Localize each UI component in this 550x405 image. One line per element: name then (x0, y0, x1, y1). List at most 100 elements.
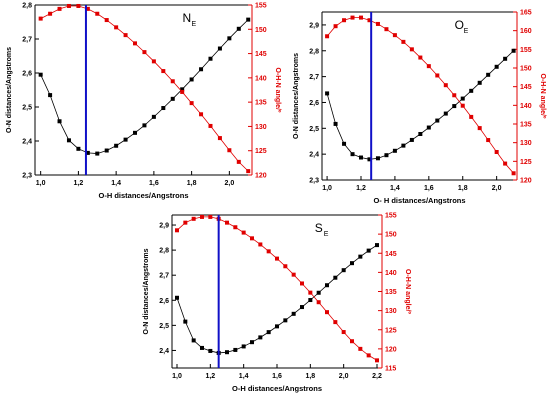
y-right-tick-label: 165 (520, 10, 532, 17)
y-right-tick-label: 155 (255, 3, 267, 10)
right-series-point (494, 150, 499, 154)
left-series-point (384, 153, 389, 158)
x-tick-label: 1,8 (187, 180, 197, 187)
x-tick-label: 1,0 (322, 185, 332, 192)
right-series-point (426, 64, 431, 69)
y-right-tick-label: 155 (520, 47, 532, 54)
chart-panel-1: 1,0 1,2 1,4 1,6 1,8 2,0 2,3 2,4 2,5 2,6 2,7 2,8 2,9 1… (293, 10, 546, 206)
left-series-point (477, 80, 482, 85)
left-series-point (104, 148, 109, 153)
x-tick-label: 1,4 (390, 185, 400, 192)
right-series-point (85, 6, 90, 11)
x-tick-label: 1,2 (356, 185, 366, 192)
y-right-axis-label: O-H-N angle/º (404, 269, 411, 314)
y-right-tick-label: 120 (255, 173, 267, 180)
panel-title-subscript: E (192, 21, 197, 28)
right-series-point (114, 25, 119, 30)
left-series-point (494, 64, 499, 69)
left-series-point (375, 156, 380, 161)
right-series-point (57, 6, 62, 11)
right-series-point (443, 83, 448, 88)
right-series-point (392, 33, 397, 38)
y-left-tick-label: 2,5 (159, 323, 169, 330)
y-left-tick-label: 2,8 (22, 3, 32, 10)
right-series-point (359, 15, 363, 20)
right-series-point (183, 220, 188, 225)
left-series-point (392, 148, 397, 153)
left-series-point (161, 106, 166, 111)
left-series-point (350, 152, 355, 157)
right-series-point (123, 33, 128, 38)
y-left-tick-label: 2,3 (309, 178, 319, 185)
left-series-point (325, 283, 329, 288)
right-series-point (199, 112, 204, 117)
right-series-point (358, 346, 363, 351)
left-series-point (85, 150, 90, 155)
right-series-point (283, 264, 288, 269)
left-series-point (200, 345, 204, 350)
right-series-line (326, 17, 514, 174)
left-series-point (342, 141, 347, 146)
left-series-point (57, 119, 62, 124)
left-series-point (291, 311, 296, 316)
y-right-tick-label: 125 (255, 148, 267, 155)
left-series-point (358, 254, 363, 259)
y-right-tick-label: 130 (385, 308, 397, 315)
y-left-tick-label: 2,6 (22, 71, 32, 78)
x-tick-label: 1,4 (239, 373, 249, 380)
left-series-point (401, 143, 406, 148)
right-series-point (142, 50, 147, 55)
right-series-point (409, 47, 414, 52)
y-left-tick-label: 2,5 (22, 105, 32, 112)
y-right-tick-label: 155 (385, 213, 397, 220)
right-series-point (325, 34, 330, 39)
y-right-tick-label: 135 (385, 289, 397, 296)
right-series-point (308, 290, 313, 295)
right-series-point (452, 93, 457, 98)
x-axis-label: O- H distances/Angstrons (373, 196, 465, 205)
y-right-tick-label: 140 (255, 75, 267, 82)
left-series-point (350, 261, 354, 266)
x-tick-label: 1,8 (305, 373, 315, 380)
left-series-point (170, 96, 175, 101)
left-series-point (426, 125, 431, 130)
left-series-point (95, 151, 100, 156)
left-series-point (367, 157, 372, 162)
left-series-point (341, 268, 346, 273)
right-series-point (66, 3, 71, 8)
left-series-point (418, 131, 423, 136)
right-series-point (375, 21, 380, 26)
right-series-point (38, 16, 43, 21)
left-series-point (48, 93, 53, 98)
y-right-tick-label: 150 (255, 27, 267, 34)
left-series-line (176, 244, 378, 354)
right-series-point (175, 228, 179, 233)
y-left-tick-label: 2,7 (159, 273, 169, 280)
y-right-tick-label: 120 (520, 178, 532, 185)
right-series-point (225, 220, 229, 225)
left-series-point (208, 348, 213, 353)
panel-title: S (315, 221, 323, 235)
y-left-tick-label: 2,6 (159, 298, 169, 305)
right-series-point (367, 18, 372, 23)
x-tick-label: 2,0 (339, 373, 349, 380)
right-series-point (384, 27, 389, 32)
left-series-point (283, 318, 288, 323)
y-left-tick-label: 2,6 (309, 100, 319, 107)
left-series-point (266, 330, 271, 335)
left-series-point (443, 111, 448, 116)
y-right-tick-label: 140 (520, 103, 532, 110)
x-tick-label: 1,8 (458, 185, 468, 192)
y-left-tick-label: 2,3 (22, 173, 32, 180)
right-series-point (241, 230, 246, 235)
right-series-point (266, 249, 271, 254)
left-series-point (180, 87, 185, 92)
left-series-point (227, 36, 232, 41)
right-series-point (333, 320, 338, 325)
right-series-point (275, 256, 279, 261)
right-series-point (258, 242, 263, 247)
left-series-point (308, 298, 313, 303)
x-tick-label: 1,2 (205, 373, 215, 380)
x-tick-label: 1,6 (424, 185, 434, 192)
